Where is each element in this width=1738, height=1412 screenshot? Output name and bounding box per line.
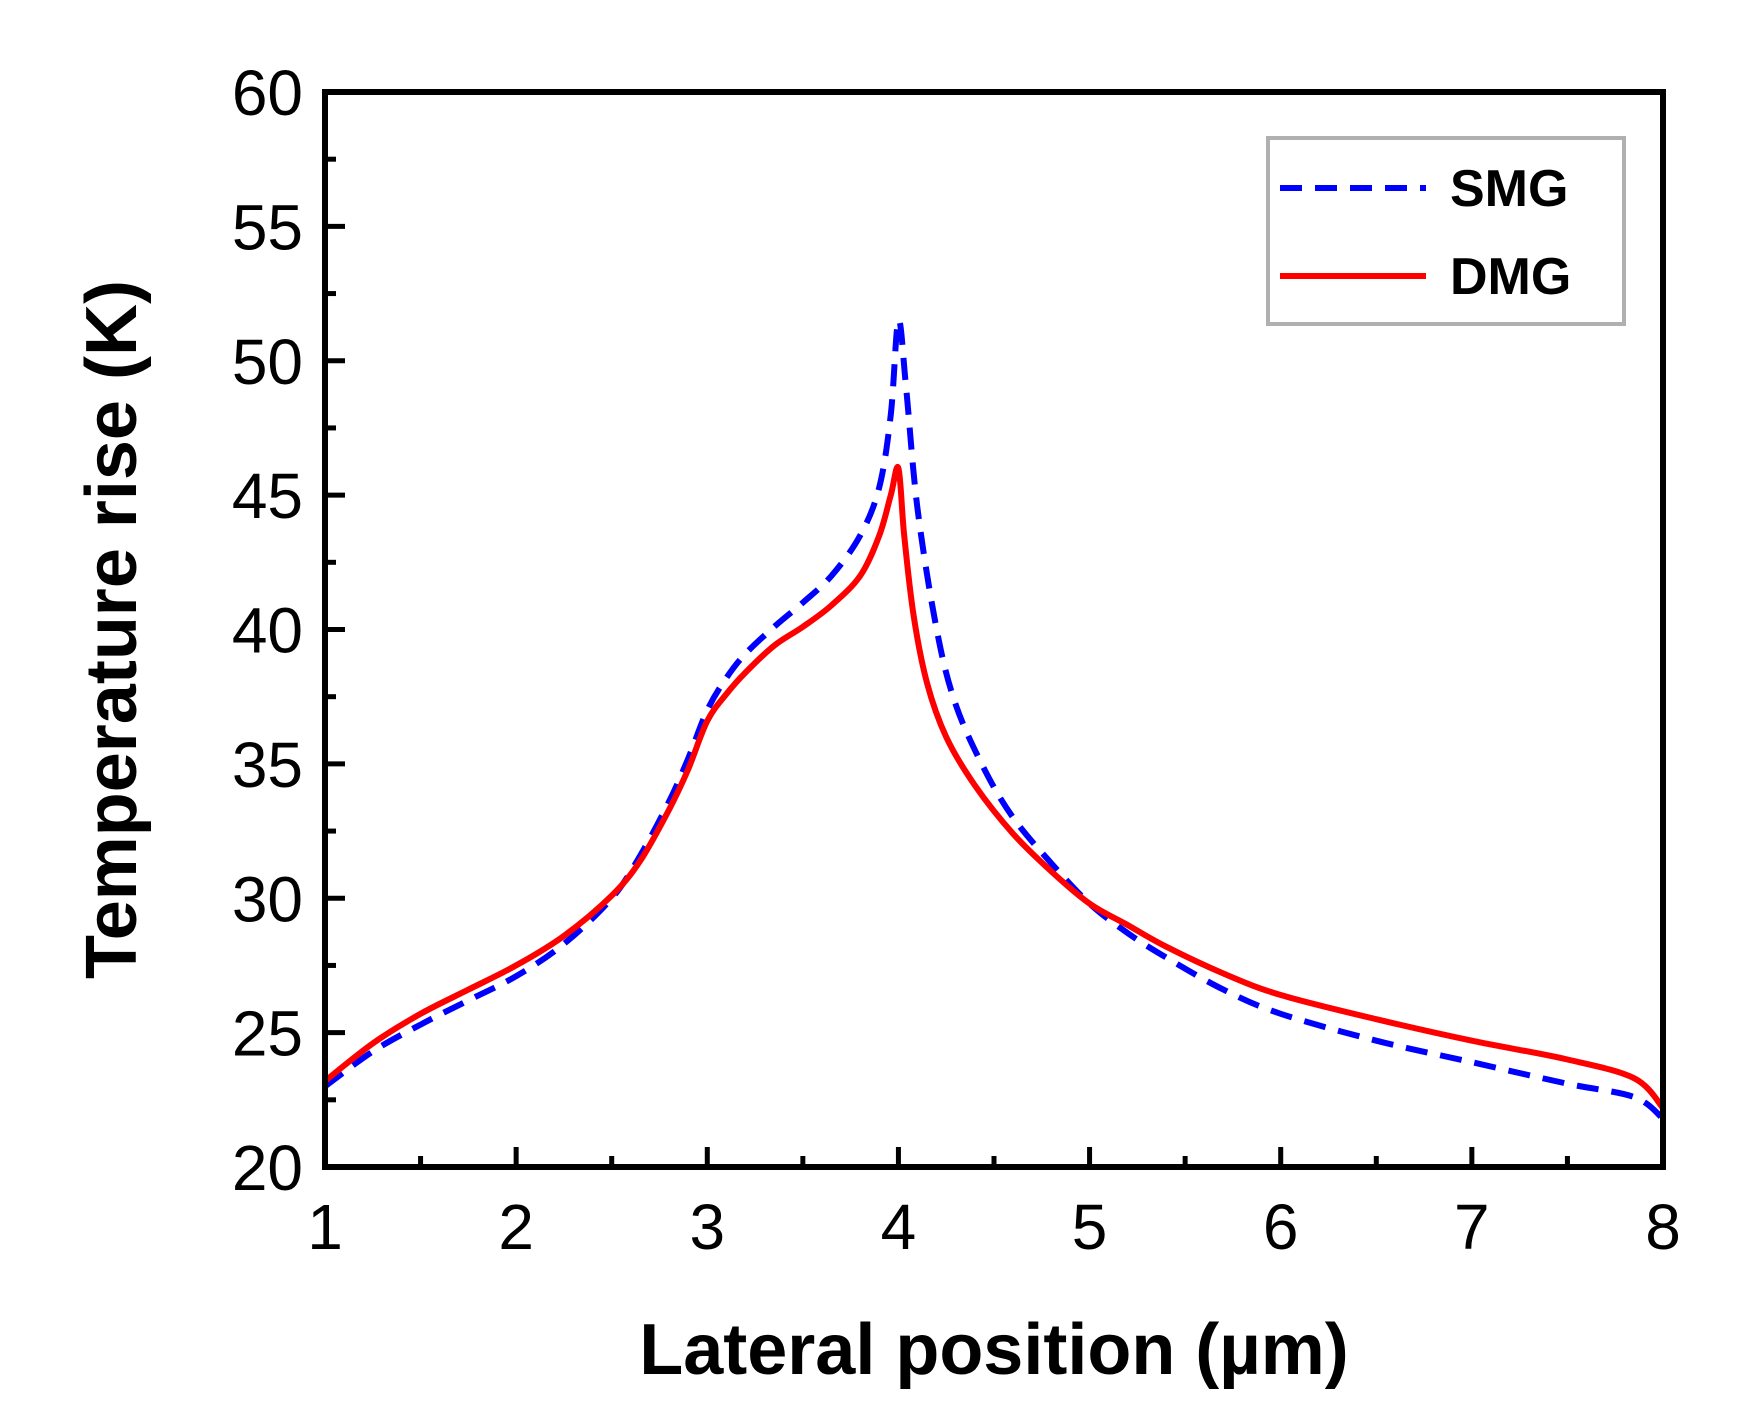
x-tick-label: 5: [1072, 1191, 1108, 1263]
series-layer: [323, 317, 1666, 1121]
x-tick-label: 1: [307, 1191, 343, 1263]
legend-label-smg: SMG: [1450, 160, 1568, 218]
x-tick-label: 3: [689, 1191, 725, 1263]
x-tick-label: 8: [1645, 1191, 1681, 1263]
y-tick-label: 30: [232, 863, 303, 935]
x-tick-label: 7: [1454, 1191, 1490, 1263]
x-tick-label: 6: [1263, 1191, 1299, 1263]
legend: SMG DMG: [1266, 136, 1626, 326]
x-axis-title: Lateral position (µm): [639, 1310, 1349, 1390]
y-tick-label: 55: [232, 191, 303, 263]
y-tick-label: 25: [232, 998, 303, 1070]
x-tick-label: 2: [498, 1191, 534, 1263]
y-axis-title: Temperature rise (K): [72, 280, 152, 979]
y-tick-label: 20: [232, 1132, 303, 1204]
legend-label-dmg: DMG: [1450, 248, 1571, 306]
y-tick-label: 60: [232, 57, 303, 129]
y-tick-label: 50: [232, 326, 303, 398]
y-tick-label: 40: [232, 595, 303, 667]
legend-box: [1266, 136, 1626, 326]
y-tick-label: 45: [232, 460, 303, 532]
x-tick-label: 4: [881, 1191, 917, 1263]
plot-frame: [322, 89, 1666, 1170]
series-line-dmg: [323, 464, 1666, 1110]
y-tick-label: 35: [232, 729, 303, 801]
